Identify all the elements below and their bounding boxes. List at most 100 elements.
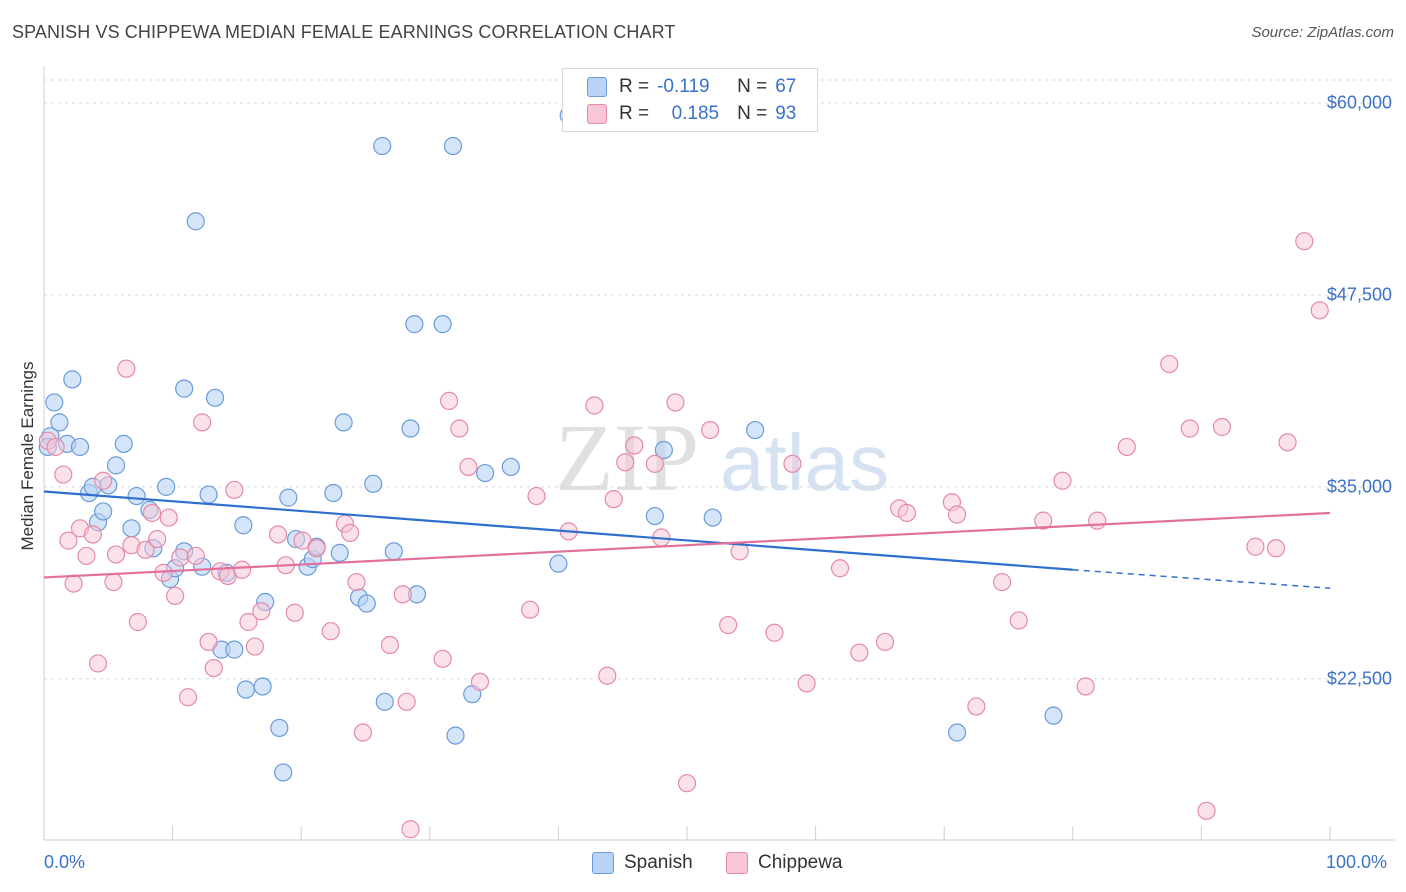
chippewa-point — [992, 572, 1012, 592]
spanish-point — [50, 413, 69, 432]
spanish-point — [63, 370, 82, 389]
chippewa-point — [1180, 419, 1199, 438]
chippewa-point — [199, 632, 218, 652]
spanish-point — [253, 677, 272, 696]
spanish-point — [236, 680, 256, 699]
spanish-point — [443, 136, 463, 156]
spanish-point — [270, 718, 289, 738]
spanish-point — [106, 456, 126, 475]
spanish-point — [324, 483, 343, 503]
chippewa-point — [719, 615, 738, 635]
chippewa-point — [604, 490, 623, 509]
chippewa-point — [245, 637, 265, 656]
chippewa-point — [1009, 611, 1028, 630]
legend-n-label: N = — [737, 76, 768, 97]
chippewa-point — [1266, 539, 1286, 558]
spanish-point — [157, 477, 176, 496]
chippewa-point — [1295, 232, 1314, 251]
chippewa-point — [1034, 511, 1053, 530]
legend-n-value: 67 — [775, 76, 797, 97]
chippewa-point — [1197, 801, 1216, 820]
chippewa-point — [1053, 471, 1072, 490]
watermark-atlas: atlas — [720, 418, 889, 507]
chippewa-point — [193, 413, 212, 432]
chippewa-point — [1076, 677, 1095, 696]
chippewa-point — [947, 505, 967, 524]
chippewa-point — [527, 486, 546, 506]
legend-row-spanish: R = -0.119 N = 67 — [587, 75, 796, 99]
chippewa-point — [645, 454, 664, 473]
chippewa-point — [83, 525, 102, 544]
legend-r-label: R = — [619, 103, 650, 124]
chippewa-point — [797, 674, 816, 693]
chippewa-point — [128, 612, 147, 632]
spanish-point — [433, 315, 452, 334]
spanish-point — [199, 485, 218, 504]
chippewa-point — [830, 559, 850, 578]
chippewa-point — [1160, 354, 1179, 374]
spanish-trend-line — [43, 490, 1073, 571]
chippewa-point — [307, 539, 326, 558]
legend-row-chippewa: R = 0.185 N = 93 — [587, 102, 796, 126]
source-credit: Source: ZipAtlas.com — [1251, 24, 1394, 41]
chippewa-point — [616, 453, 635, 472]
spanish-point — [364, 474, 383, 493]
chippewa-point — [171, 548, 190, 567]
chippewa-point — [232, 560, 252, 579]
chippewa-point — [340, 523, 360, 543]
chippewa-point — [765, 623, 784, 642]
spanish-point — [234, 516, 253, 535]
spanish-point — [127, 486, 146, 506]
legend-n-label: N = — [737, 103, 768, 124]
chippewa-point — [225, 480, 244, 500]
chippewa-point — [625, 436, 644, 455]
chippewa-point — [321, 622, 340, 641]
spanish-point — [645, 506, 664, 526]
chippewa-point — [59, 531, 78, 550]
chippewa-point — [77, 546, 96, 566]
spanish-point — [446, 726, 465, 745]
spanish-point — [357, 594, 376, 613]
chippewa-point — [701, 420, 720, 440]
spanish-point — [122, 519, 141, 538]
spanish-point — [94, 502, 113, 521]
legend-label-chippewa: Chippewa — [758, 852, 843, 873]
legend-label-spanish: Spanish — [624, 852, 693, 873]
chippewa-swatch — [726, 852, 748, 874]
spanish-point — [501, 457, 520, 477]
spanish-point — [654, 440, 673, 460]
spanish-point — [279, 488, 298, 507]
chippewa-point — [1246, 537, 1265, 556]
chippewa-point — [142, 503, 162, 523]
chippewa-point — [677, 774, 697, 793]
y-tick-label: $35,000 — [1326, 476, 1392, 497]
chart-title: SPANISH VS CHIPPEWA MEDIAN FEMALE EARNIN… — [12, 22, 676, 42]
y-tick-label: $22,500 — [1326, 668, 1392, 689]
chippewa-point — [353, 723, 373, 742]
chippewa-point — [148, 529, 167, 549]
chippewa-point — [88, 654, 108, 673]
chippewa-point — [439, 391, 459, 410]
spanish-point — [70, 437, 90, 457]
chippewa-point — [470, 672, 490, 691]
chippewa-point — [585, 396, 604, 415]
spanish-point — [384, 542, 403, 561]
spanish-point — [373, 136, 392, 156]
spanish-point — [1044, 706, 1063, 725]
spanish-point — [186, 212, 205, 231]
spanish-point — [703, 508, 722, 527]
chippewa-trend-line — [43, 511, 1331, 579]
chippewa-point — [397, 692, 416, 711]
spanish-swatch — [587, 77, 607, 97]
chippewa-point — [293, 531, 312, 550]
chippewa-point — [850, 643, 869, 662]
correlation-legend: R = -0.119 N = 67 R = 0.185 N = 93 — [562, 68, 818, 132]
spanish-point — [405, 315, 424, 334]
chippewa-point — [347, 572, 366, 592]
chippewa-point — [666, 393, 685, 412]
chippewa-points — [38, 232, 1329, 839]
spanish-swatch — [592, 852, 614, 874]
chippewa-point — [433, 649, 452, 668]
x-tick-min: 0.0% — [44, 852, 86, 872]
